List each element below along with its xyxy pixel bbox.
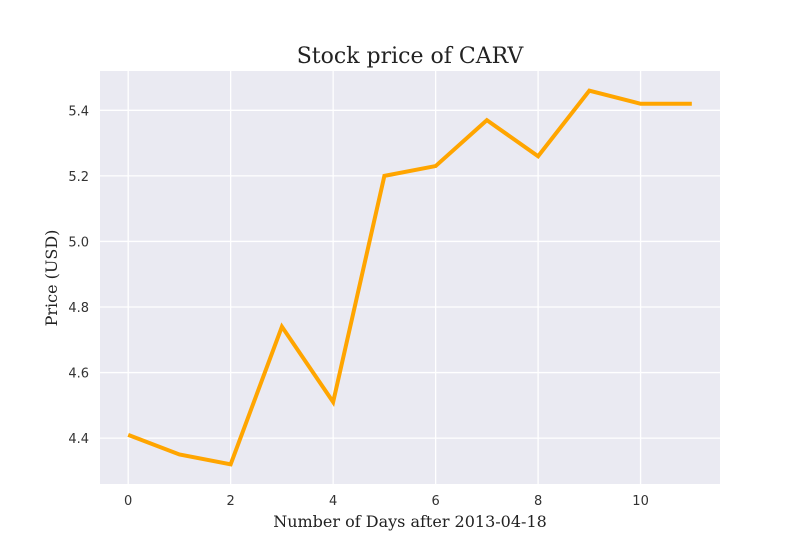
data-point [485,118,489,122]
y-axis-label: Price (USD) [42,230,61,327]
data-point [177,453,181,457]
data-point [587,89,591,93]
data-point [126,433,130,437]
tick-labels: 0 2 4 6 8 10 4.4 4.6 4.8 5.0 5.2 5.4 [68,104,649,509]
data-point [536,154,540,158]
chart-title: Stock price of CARV [297,44,525,69]
grid-lines [100,71,720,484]
x-tick-label: 10 [632,494,649,509]
series-layer [126,88,694,467]
price-series-line [127,88,692,467]
x-axis-label: Number of Days after 2013-04-18 [273,512,547,531]
plot-background [100,71,720,484]
x-tick-label: 6 [431,494,439,509]
y-tick-label: 4.8 [68,301,89,316]
x-tick-label: 2 [227,494,235,509]
y-tick-label: 5.0 [68,235,89,250]
data-point [382,174,386,178]
x-tick-label: 0 [124,494,132,509]
x-tick-label: 4 [329,494,337,509]
x-tick-label: 8 [534,494,542,509]
y-tick-label: 5.2 [68,170,89,185]
data-point [331,400,335,404]
y-tick-label: 4.4 [68,432,89,447]
data-point [229,462,233,466]
y-tick-label: 4.6 [68,367,89,382]
data-point [690,102,694,106]
data-point [434,164,438,168]
y-tick-label: 5.4 [68,104,89,119]
data-point [639,102,643,106]
data-point [280,325,284,329]
